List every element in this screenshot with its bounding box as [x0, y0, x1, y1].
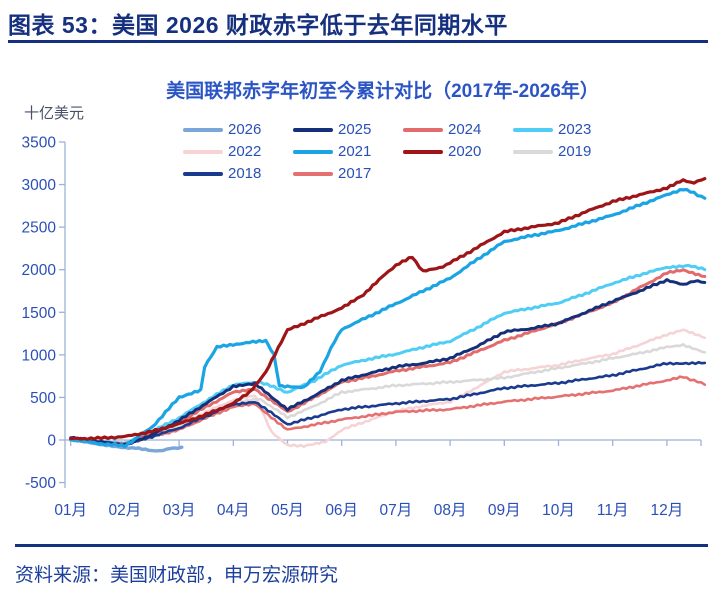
legend-item-2020: 2020 [403, 142, 513, 162]
x-tick-label: 10月 [542, 502, 575, 519]
legend-item-2025: 2025 [293, 120, 403, 140]
header-divider [8, 40, 708, 43]
y-tick-label: 1000 [22, 347, 57, 364]
series-line-2021 [69, 187, 707, 449]
x-tick-label: 06月 [325, 502, 358, 519]
y-tick-label: 2500 [22, 220, 57, 237]
y-tick-label: 0 [47, 433, 56, 450]
legend-label: 2022 [228, 143, 262, 160]
legend-swatch [293, 172, 333, 176]
x-tick-label: 12月 [651, 502, 684, 519]
series-line-2025 [69, 278, 707, 447]
y-tick-label: 3000 [22, 177, 57, 194]
legend-label: 2026 [228, 121, 262, 138]
x-tick-label: 11月 [597, 502, 629, 519]
series-line-2017 [69, 375, 707, 446]
legend-label: 2024 [448, 121, 482, 138]
legend-item-2018: 2018 [183, 164, 293, 184]
legend-item-2026: 2026 [183, 120, 293, 140]
legend-swatch [183, 150, 223, 154]
series-line-2020 [69, 177, 707, 441]
y-tick-label: 500 [30, 390, 56, 407]
x-tick-label: 04月 [217, 502, 250, 519]
y-tick-label: 2000 [22, 262, 57, 279]
x-tick-label: 07月 [380, 502, 413, 519]
figure-title: 图表 53：美国 2026 财政赤字低于去年同期水平 [8, 12, 508, 38]
legend-swatch [183, 128, 223, 132]
legend-item-2023: 2023 [513, 120, 623, 140]
legend-swatch [513, 150, 553, 154]
x-tick-label: 02月 [109, 502, 142, 519]
y-tick-label: -500 [25, 475, 56, 492]
x-tick-label: 03月 [163, 502, 196, 519]
series-line-2023 [69, 263, 707, 446]
legend-swatch [513, 128, 553, 132]
source-note: 资料来源：美国财政部，申万宏源研究 [15, 565, 339, 586]
x-tick-label: 05月 [271, 502, 304, 519]
chart-title: 美国联邦赤字年初至今累计对比（2017年-2026年） [166, 81, 599, 102]
chart-legend: 2026 2025 2024 2023 2022 2021 2020 2019 2018 2017 [183, 120, 623, 184]
legend-swatch [293, 150, 333, 154]
footer-divider [15, 544, 708, 547]
legend-label: 2020 [448, 143, 482, 160]
legend-item-2019: 2019 [513, 142, 623, 162]
legend-item-2017: 2017 [293, 164, 403, 184]
legend-item-2024: 2024 [403, 120, 513, 140]
series-line-2018 [69, 361, 707, 447]
legend-swatch [403, 128, 443, 132]
legend-label: 2018 [228, 165, 262, 182]
legend-label: 2025 [338, 121, 372, 138]
legend-label: 2023 [558, 121, 592, 138]
legend-swatch [293, 128, 333, 132]
legend-item-2022: 2022 [183, 142, 293, 162]
legend-label: 2021 [338, 143, 372, 160]
x-tick-label: 08月 [434, 502, 467, 519]
y-tick-label: 3500 [22, 135, 57, 152]
y-tick-label: 1500 [22, 305, 57, 322]
x-tick-label: 01月 [54, 502, 87, 519]
legend-label: 2019 [558, 143, 592, 160]
legend-item-2021: 2021 [293, 142, 403, 162]
legend-swatch [403, 150, 443, 154]
legend-swatch [183, 172, 223, 176]
y-axis-unit-label: 十亿美元 [24, 105, 85, 122]
x-tick-label: 09月 [488, 502, 521, 519]
legend-label: 2017 [338, 165, 372, 182]
